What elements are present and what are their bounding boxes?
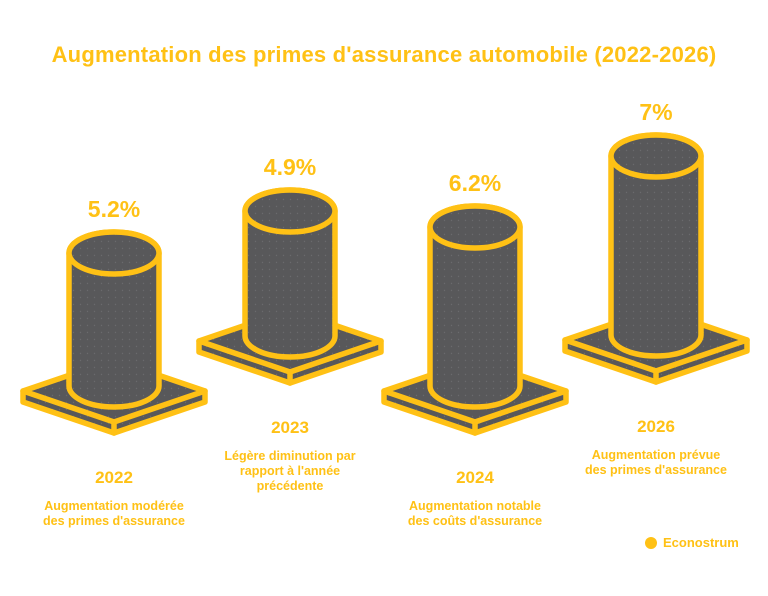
- bar-base-edges: [381, 388, 569, 436]
- bar-base-edges: [196, 338, 384, 386]
- bar-cylinder-top: [608, 132, 704, 180]
- bar-cylinder-top: [427, 203, 523, 251]
- bar-group-2024: [381, 203, 569, 436]
- bar-cylinder-top: [242, 187, 338, 235]
- bar-base-edges: [20, 388, 208, 436]
- bar-base-edges: [562, 337, 750, 385]
- bar-cylinder-top: [66, 229, 162, 277]
- bar-group-2022: [20, 229, 208, 436]
- brand-name: Econostrum: [663, 535, 739, 550]
- econostrum-icon: [645, 536, 657, 549]
- brand-logo: Econostrum: [645, 535, 739, 550]
- bar-group-2026: [562, 132, 750, 385]
- bar-group-2023: [196, 187, 384, 386]
- chart-title: Augmentation des primes d'assurance auto…: [51, 42, 717, 67]
